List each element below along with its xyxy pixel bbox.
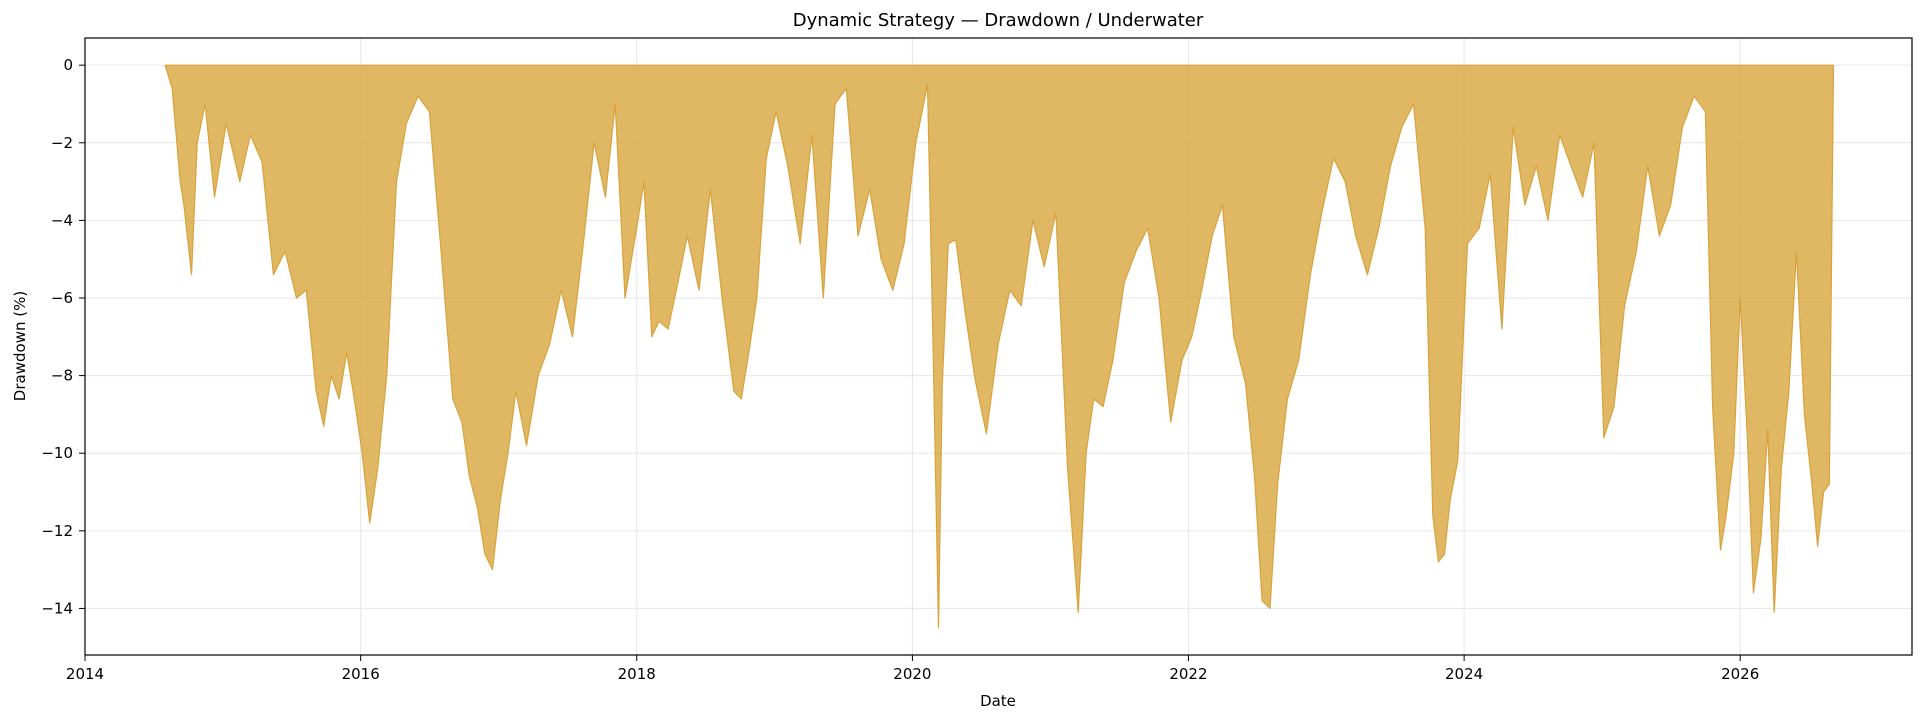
x-tick-label: 2026 bbox=[1721, 665, 1759, 683]
chart-title: Dynamic Strategy — Drawdown / Underwater bbox=[793, 10, 1204, 31]
x-tick-label: 2022 bbox=[1169, 665, 1207, 683]
drawdown-line bbox=[164, 65, 1835, 629]
y-tick-label: −10 bbox=[41, 444, 73, 462]
x-tick-label: 2020 bbox=[893, 665, 931, 683]
x-axis-label: Date bbox=[980, 692, 1016, 710]
drawdown-area bbox=[165, 65, 1834, 628]
plot-frame bbox=[84, 37, 1913, 656]
y-tick-label: −2 bbox=[51, 134, 73, 152]
x-axis: 2014 2016 2018 2020 2022 2024 2026 bbox=[66, 655, 1759, 683]
y-tick-label: −8 bbox=[51, 367, 73, 385]
x-tick-label: 2016 bbox=[342, 665, 380, 683]
y-tick-label: −6 bbox=[51, 289, 73, 307]
y-tick-label: −4 bbox=[51, 211, 73, 229]
x-tick-label: 2024 bbox=[1445, 665, 1483, 683]
x-tick-label: 2018 bbox=[618, 665, 656, 683]
y-axis: 0 −2 −4 −6 −8 −10 −12 −14 bbox=[41, 56, 85, 617]
y-tick-label: 0 bbox=[63, 56, 73, 74]
drawdown-area-layer bbox=[164, 64, 1835, 629]
y-axis-label: Drawdown (%) bbox=[11, 291, 29, 401]
x-tick-label: 2014 bbox=[66, 665, 104, 683]
y-tick-label: −14 bbox=[41, 599, 73, 617]
y-tick-label: −12 bbox=[41, 522, 73, 540]
